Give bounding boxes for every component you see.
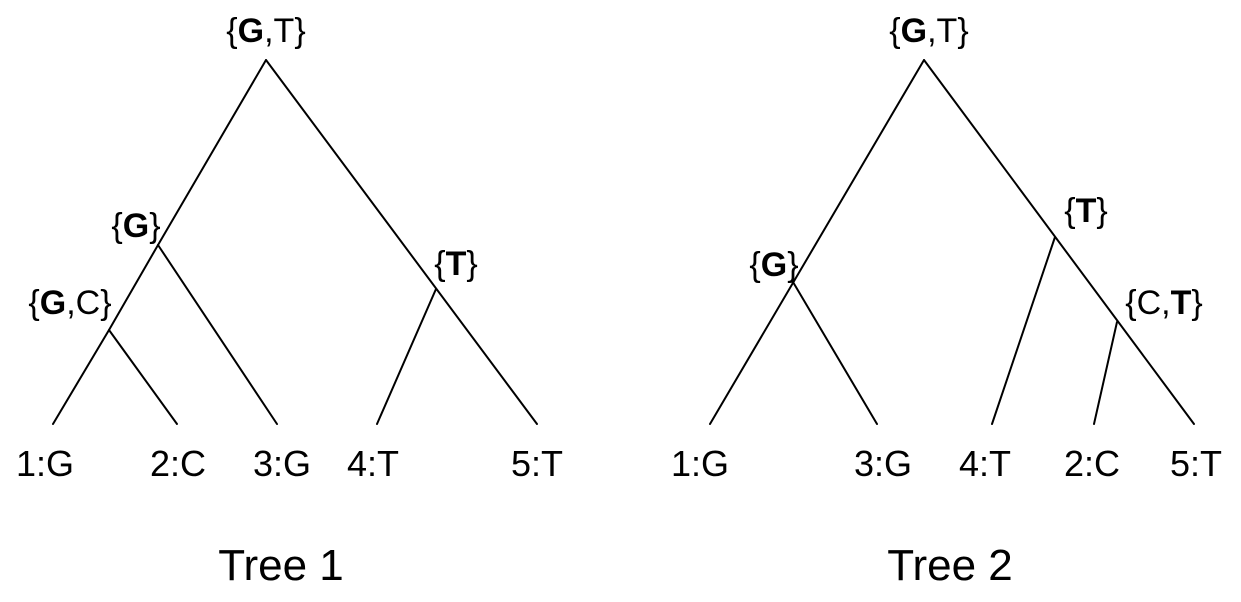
label-part: { xyxy=(434,245,445,283)
tree-2-leaf-4: 4:T xyxy=(959,443,1011,484)
tree-1-node-label-root: {G,T} xyxy=(226,12,305,50)
label-part: {C, xyxy=(1125,284,1170,322)
label-part: } xyxy=(466,245,477,283)
tree-1-title: Tree 1 xyxy=(218,541,344,590)
tree-1-leaf-4: 4:T xyxy=(347,443,399,484)
tree-2-edge-root-right xyxy=(923,59,1195,425)
tree-2-leaf-2: 2:C xyxy=(1064,443,1120,484)
label-part: { xyxy=(111,207,122,245)
tree-1-edge-g-gc xyxy=(108,244,159,331)
tree-2-node-label-g: {G} xyxy=(749,246,798,284)
tree-2: {G,T} {T} {G} {C,T} 1:G 3:G 4:T 2:C 5:T … xyxy=(671,12,1222,590)
tree-2-leaf-1: 1:G xyxy=(671,443,729,484)
tree-1: {G,T} {G} {G,C} {T} 1:G 2:C 3:G 4:T 5:T … xyxy=(16,12,563,590)
label-part: { xyxy=(28,284,39,322)
label-part: } xyxy=(149,207,160,245)
label-part: { xyxy=(889,12,900,50)
label-part-bold: G xyxy=(901,12,927,50)
tree-1-edge-t-leaf4 xyxy=(376,288,437,425)
label-part: } xyxy=(1096,192,1107,230)
label-part: ,T} xyxy=(927,12,969,50)
label-part: } xyxy=(787,246,798,284)
tree-2-edge-ct-leaf2 xyxy=(1093,321,1118,425)
tree-1-leaf-1: 1:G xyxy=(16,443,74,484)
label-part-bold: G xyxy=(238,12,264,50)
tree-1-node-label-gc: {G,C} xyxy=(28,284,111,322)
label-part-bold: G xyxy=(761,246,787,284)
tree-1-edge-root-left xyxy=(157,59,267,246)
tree-2-node-label-ct: {C,T} xyxy=(1125,284,1203,322)
label-part-bold: G xyxy=(40,284,66,322)
tree-1-edge-root-right xyxy=(265,59,538,425)
tree-1-leaf-3: 3:G xyxy=(253,443,311,484)
label-part: { xyxy=(1064,192,1075,230)
tree-2-leaf-5: 5:T xyxy=(1170,443,1222,484)
label-part: ,T} xyxy=(264,12,306,50)
label-part: } xyxy=(1191,284,1202,322)
label-part-bold: T xyxy=(446,245,467,283)
tree-2-node-label-root: {G,T} xyxy=(889,12,968,50)
tree-1-edge-g-leaf3 xyxy=(157,244,278,425)
tree-1-leaf-5: 5:T xyxy=(511,443,563,484)
label-part-bold: G xyxy=(123,207,149,245)
tree-1-leaf-2: 2:C xyxy=(150,443,206,484)
label-part: { xyxy=(226,12,237,50)
label-part: ,C} xyxy=(66,284,111,322)
tree-2-leaf-3: 3:G xyxy=(854,443,912,484)
tree-1-node-label-g: {G} xyxy=(111,207,160,245)
tree-2-edge-root-left xyxy=(709,59,925,425)
tree-1-edge-gc-leaf1 xyxy=(52,329,110,425)
tree-2-node-label-t: {T} xyxy=(1064,192,1108,230)
label-part-bold: T xyxy=(1171,284,1192,322)
tree-1-edge-gc-leaf2 xyxy=(108,329,178,425)
tree-1-node-label-t: {T} xyxy=(434,245,478,283)
label-part-bold: T xyxy=(1076,192,1097,230)
tree-2-edge-g-leaf3 xyxy=(792,281,878,425)
tree-2-title: Tree 2 xyxy=(887,541,1013,590)
label-part: { xyxy=(749,246,760,284)
tree-2-edge-t-leaf4 xyxy=(991,236,1056,425)
